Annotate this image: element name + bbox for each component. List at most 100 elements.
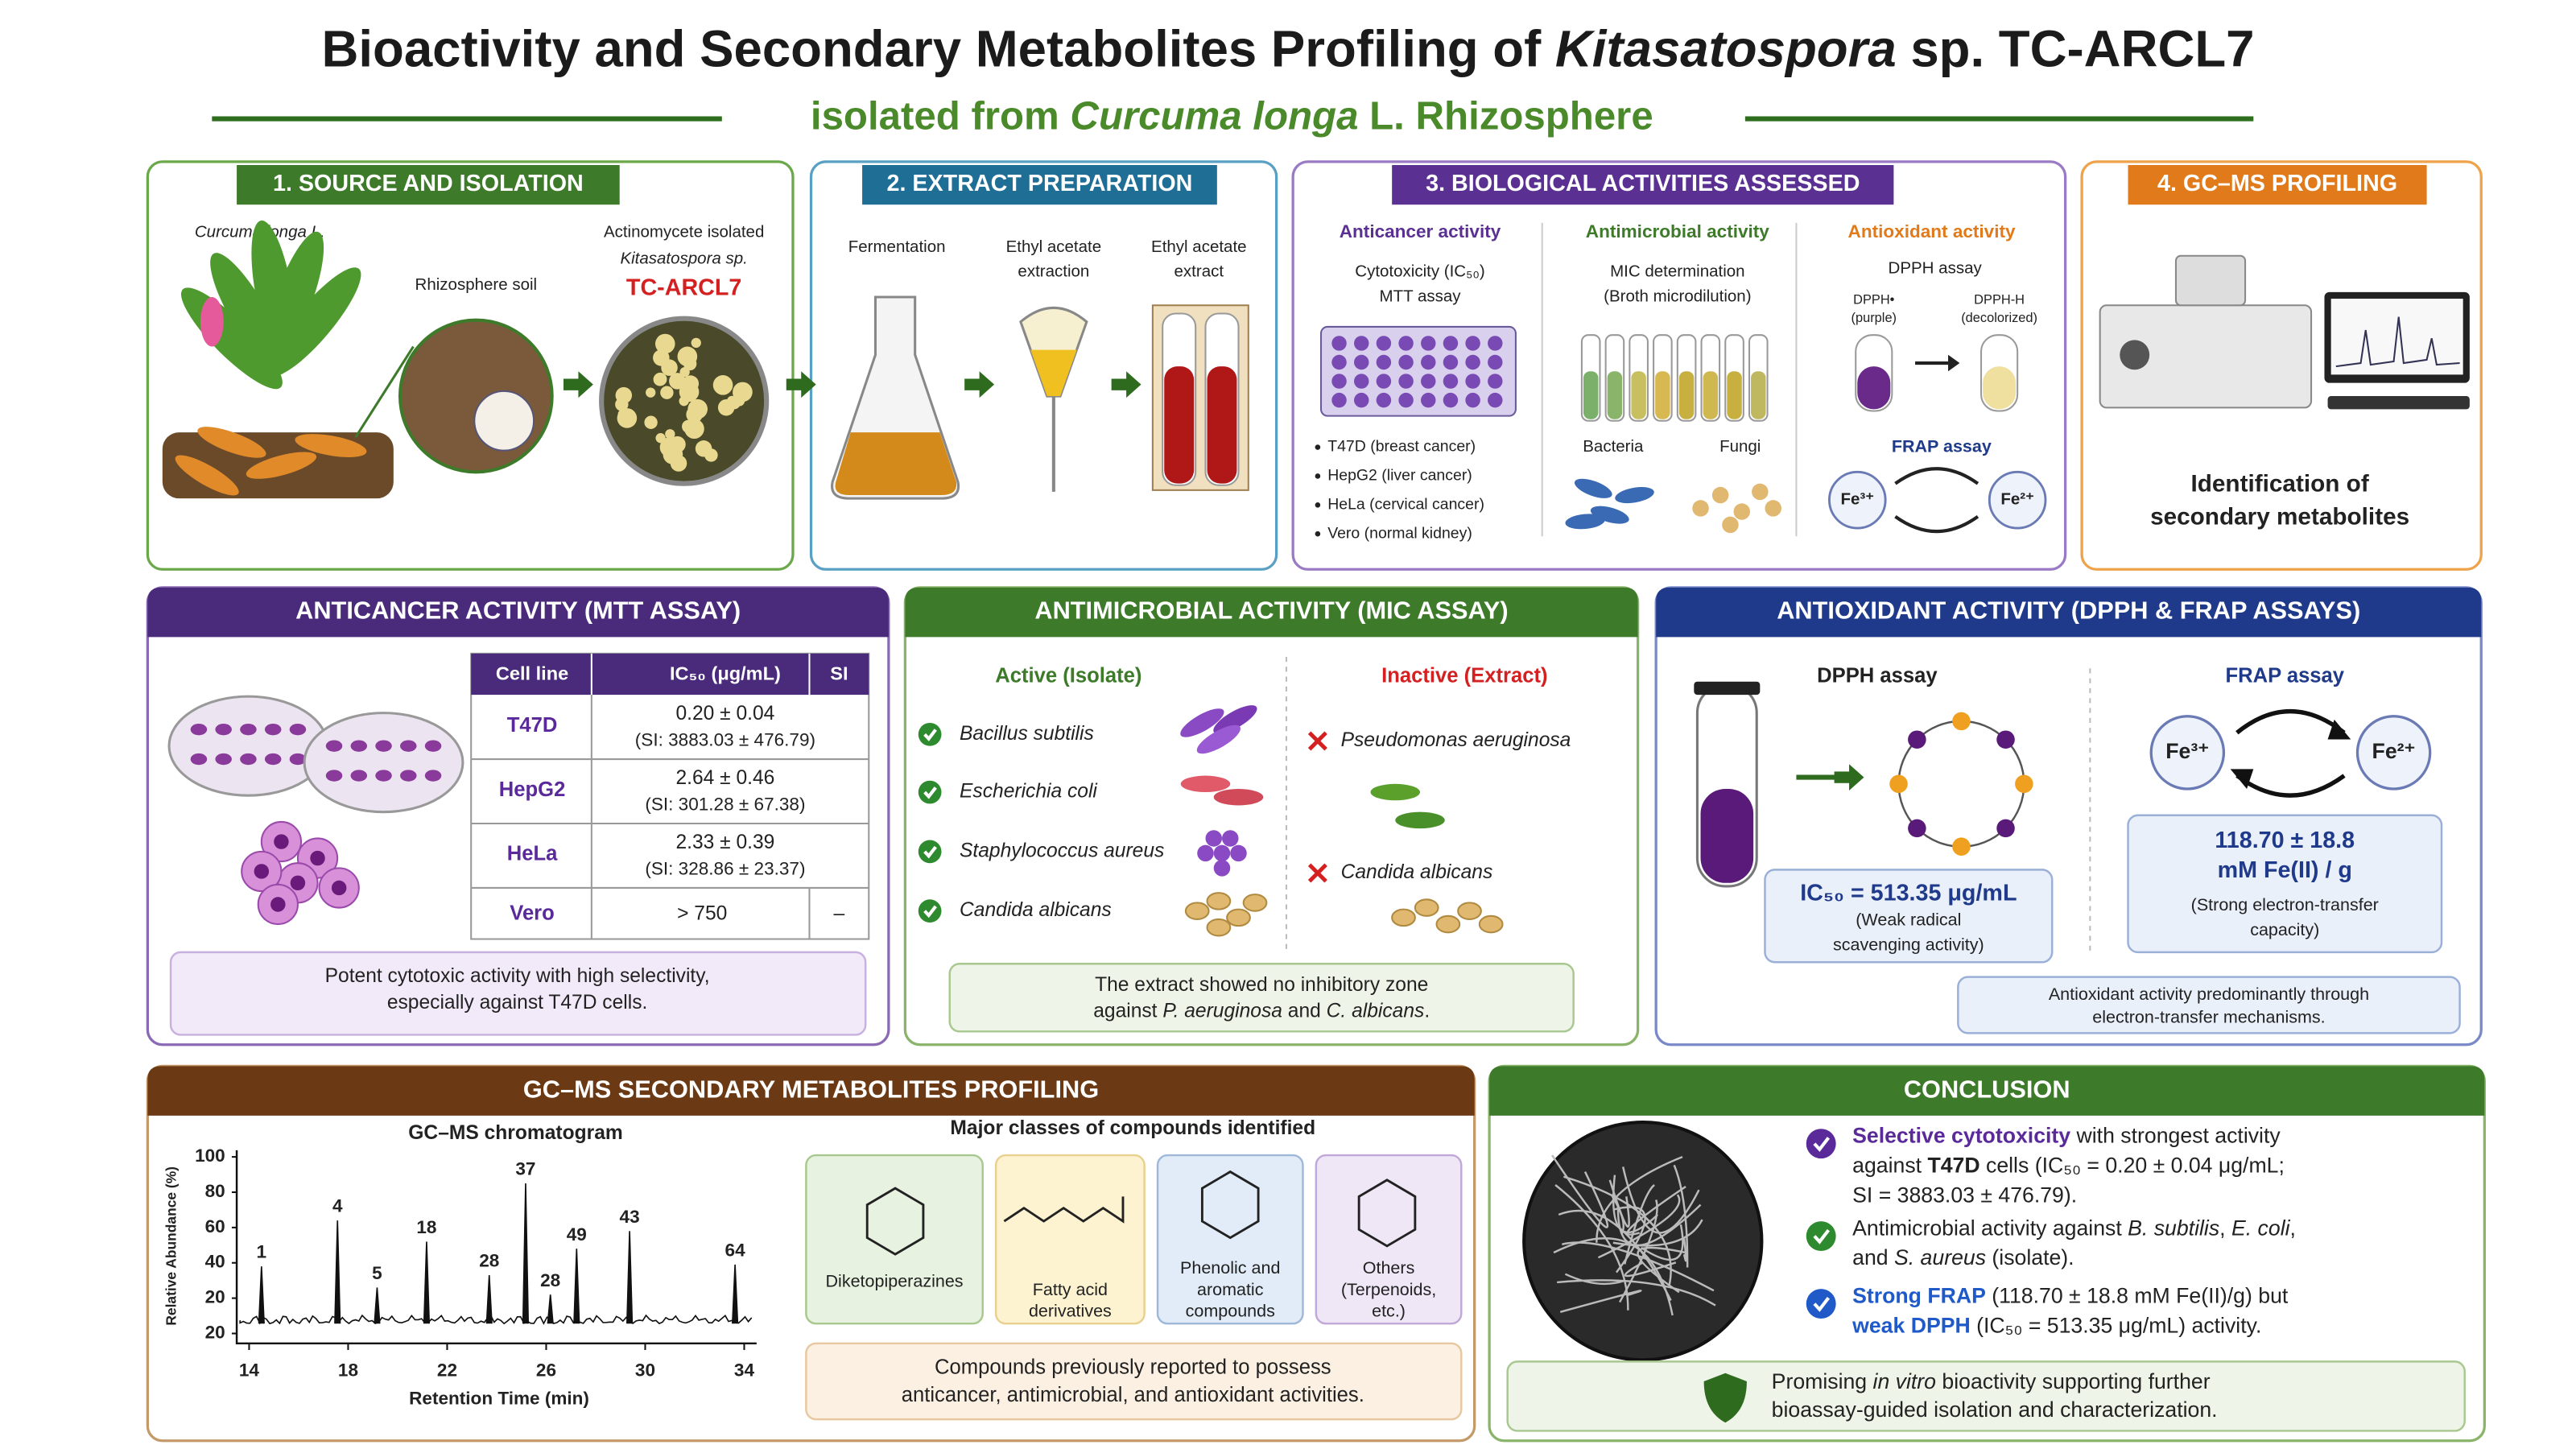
cell xyxy=(400,770,417,782)
molecule xyxy=(1952,837,1971,856)
label: IC₅₀ = 513.35 μg/mL xyxy=(1800,881,2017,906)
cell xyxy=(264,753,282,766)
peak xyxy=(423,1241,431,1324)
peak xyxy=(547,1294,554,1324)
label: DPPH-H xyxy=(1974,292,2025,307)
hypha xyxy=(1673,1164,1689,1268)
colony xyxy=(660,386,674,399)
label: Fatty acid xyxy=(1033,1280,1108,1299)
molecule xyxy=(1889,774,1908,794)
bullet xyxy=(1315,502,1321,508)
label: extract xyxy=(1174,262,1224,281)
microbe xyxy=(1213,705,1257,734)
text-segment: E. coli xyxy=(2231,1216,2291,1240)
ion xyxy=(2355,715,2432,791)
text-segment: bioassay-guided isolation and characteri… xyxy=(1772,1397,2218,1422)
cell xyxy=(190,753,208,766)
conclusion-line: Selective cytotoxicity with strongest ac… xyxy=(1852,1124,2281,1148)
check-icon xyxy=(1806,1221,1836,1251)
well xyxy=(1488,354,1503,370)
text-segment: B. subtilis xyxy=(2128,1216,2219,1240)
cycle-arrow xyxy=(1894,467,1979,534)
peak-label: 43 xyxy=(620,1207,640,1227)
well xyxy=(1331,354,1347,370)
cross-icon xyxy=(1307,731,1327,751)
colony xyxy=(733,382,753,402)
class-card xyxy=(1156,1154,1304,1325)
peak-label: 37 xyxy=(515,1159,535,1179)
note-box xyxy=(1506,1360,2466,1432)
label: Anticancer activity xyxy=(1340,221,1501,242)
peak-label: 64 xyxy=(725,1240,746,1260)
text-segment: sp. TC-ARCL7 xyxy=(1897,20,2255,77)
conclusion-line: and S. aureus (isolate). xyxy=(1852,1245,2074,1269)
colony xyxy=(654,333,675,354)
well xyxy=(1398,392,1414,408)
text-segment: against xyxy=(1093,1000,1162,1022)
panel-header xyxy=(147,1066,1475,1116)
yeast xyxy=(1184,902,1210,920)
check-icon xyxy=(918,899,942,923)
check-icon xyxy=(918,780,942,804)
label: (Weak radical xyxy=(1856,910,1961,930)
check-icon xyxy=(1813,1296,1831,1312)
label: Potent cytotoxic activity with high sele… xyxy=(325,965,710,987)
cell xyxy=(240,753,257,766)
text-segment: Kitasatospora xyxy=(1555,20,1897,77)
well xyxy=(1354,354,1369,370)
colony xyxy=(654,372,667,386)
table-cell: (SI: 301.28 ± 67.38) xyxy=(645,794,805,814)
soil-label: Rhizosphere soil xyxy=(415,275,538,294)
label: electron-transfer mechanisms. xyxy=(2092,1008,2325,1027)
organism: Staphylococcus aureus xyxy=(960,840,1164,861)
hypha xyxy=(1621,1166,1700,1234)
nucleus xyxy=(331,880,347,896)
arrow xyxy=(1849,764,1864,791)
tube-liquid xyxy=(1983,366,2017,410)
dish xyxy=(303,712,464,814)
label: 118.70 ± 18.8 xyxy=(2215,828,2355,853)
table-cell: 2.33 ± 0.39 xyxy=(675,832,774,853)
y-tick-label: 100 xyxy=(195,1146,225,1166)
well xyxy=(1465,374,1480,389)
label: Others xyxy=(1363,1258,1415,1278)
hypha xyxy=(1682,1237,1687,1262)
panel-header xyxy=(905,587,1638,638)
peak xyxy=(573,1249,580,1324)
cell xyxy=(240,723,257,736)
check-icon xyxy=(1806,1129,1836,1159)
bacterium xyxy=(1565,514,1605,530)
peak-label: 28 xyxy=(479,1251,499,1271)
colony xyxy=(691,337,701,349)
peak xyxy=(522,1183,530,1324)
label: (Terpenoids, xyxy=(1341,1280,1436,1299)
text-segment: The extract showed no inhibitory zone xyxy=(1095,973,1428,995)
microbe xyxy=(1180,775,1231,793)
note-box xyxy=(169,951,867,1036)
yeast xyxy=(1206,892,1232,910)
check-icon xyxy=(918,840,942,864)
yeast xyxy=(1391,908,1416,927)
panel-heading: ANTICANCER ACTIVITY (MTT ASSAY) xyxy=(295,597,741,625)
hypha xyxy=(1563,1175,1672,1286)
hypha xyxy=(1558,1209,1672,1302)
label: DPPH assay xyxy=(1817,664,1938,687)
cell xyxy=(190,723,208,736)
check-icon xyxy=(923,845,937,859)
label: Fermentation xyxy=(848,237,946,256)
micrograph xyxy=(1522,1121,1764,1362)
label: Fe²⁺ xyxy=(2000,490,2034,509)
label: MIC determination xyxy=(1610,262,1744,281)
label: MTT assay xyxy=(1380,287,1462,305)
mic-liquid xyxy=(1631,371,1646,419)
label: Fungi xyxy=(1719,437,1761,456)
arrow xyxy=(979,371,995,398)
flask-liquid xyxy=(835,432,957,496)
label: HeLa (cervical cancer) xyxy=(1327,495,1484,513)
cross-icon xyxy=(1307,863,1327,883)
cell xyxy=(215,753,232,766)
panel-heading: ANTIOXIDANT ACTIVITY (DPPH & FRAP ASSAYS… xyxy=(1777,597,2360,625)
conclusion-line: SI = 3883.03 ± 476.79). xyxy=(1852,1183,2077,1207)
